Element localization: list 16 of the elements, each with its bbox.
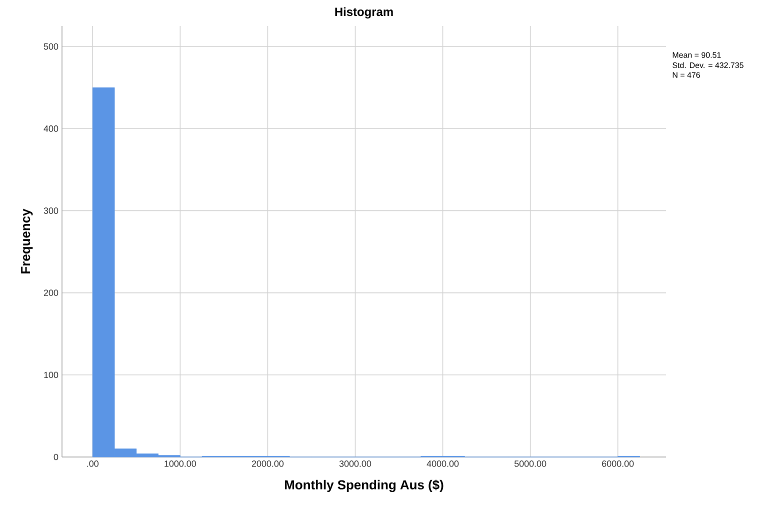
y-tick-label: 400 [44, 125, 58, 132]
y-tick-label: 300 [44, 208, 58, 214]
chart-title: Histogram [335, 7, 393, 18]
x-tick-label: 5000.00 [514, 460, 546, 467]
y-tick-label: 100 [44, 372, 58, 378]
y-axis-title: Frequency [21, 208, 33, 274]
x-tick-label: 3000.00 [339, 460, 372, 467]
x-tick-label: .00 [87, 460, 99, 467]
x-tick-label: 4000.00 [426, 460, 459, 467]
x-tick-label: 6000.00 [602, 460, 634, 467]
y-tick-label: 200 [44, 290, 58, 296]
y-tick-label: 500 [44, 43, 58, 50]
x-axis-title: Monthly Spending Aus ($) [284, 480, 444, 492]
x-tick-label: 1000.00 [164, 460, 196, 467]
x-tick-label: 2000.00 [252, 460, 284, 467]
y-tick-label: 0 [54, 454, 58, 460]
